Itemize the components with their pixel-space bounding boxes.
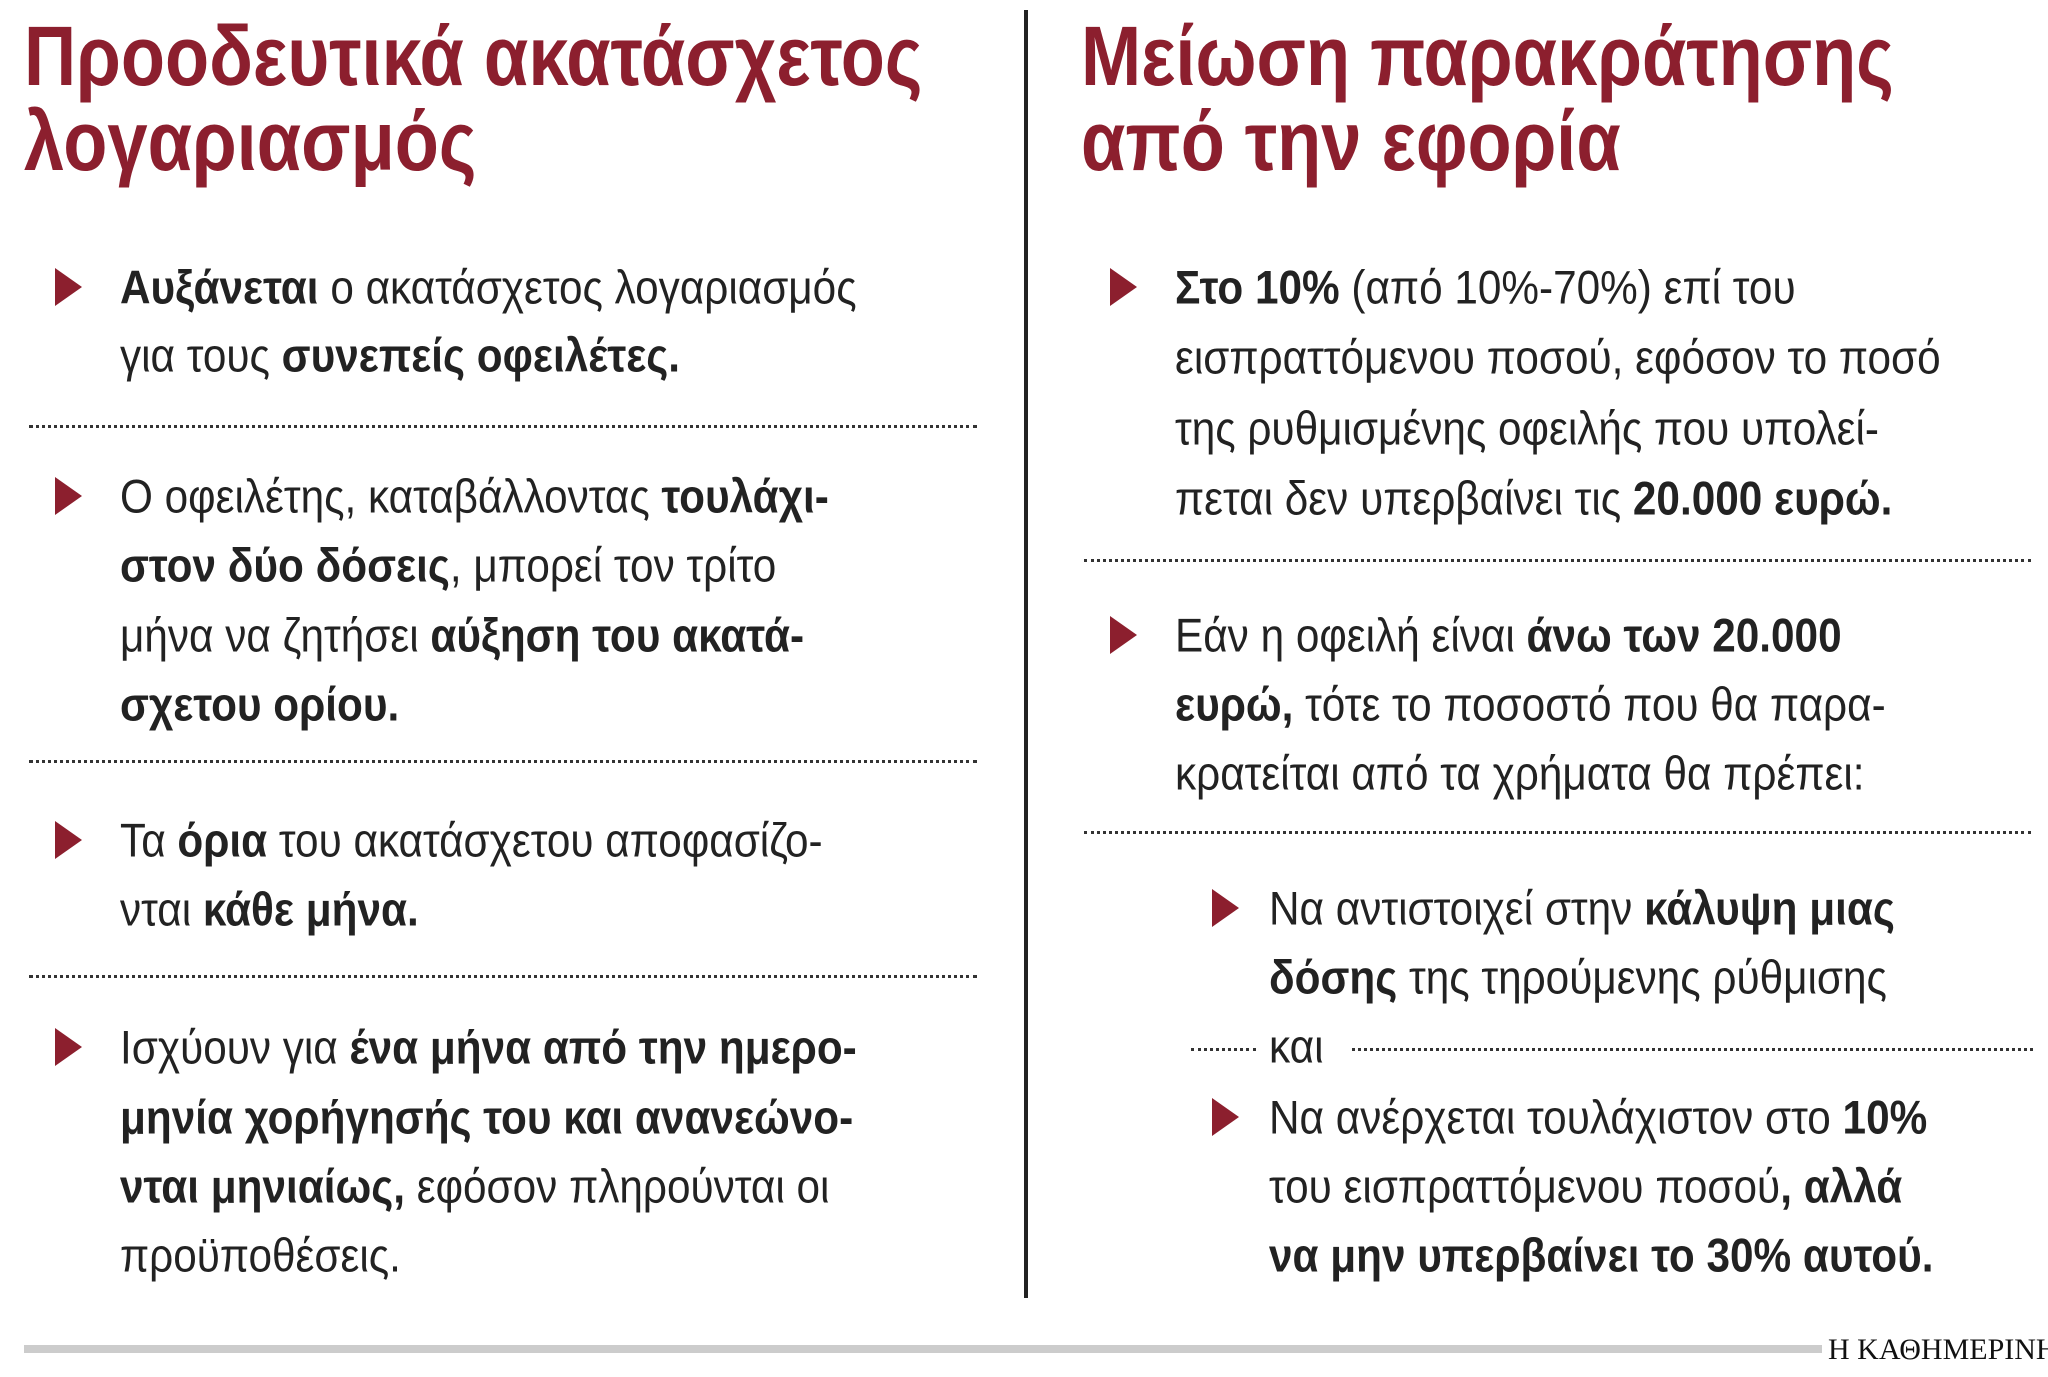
text: του ακατάσχετου αποφασίζο- <box>267 813 823 867</box>
text-line: δόσης της τηρούμενης ρύθμισης <box>1269 954 1887 1001</box>
separator <box>1084 559 2031 562</box>
bold-text: σχετου ορίου. <box>120 677 400 731</box>
text-line: κρατείται από τα χρήματα θα πρέπει: <box>1175 750 1865 797</box>
bold-text: ένα μήνα από την ημερο- <box>349 1020 857 1074</box>
bullet-arrow <box>55 477 82 515</box>
text: Ο οφειλέτης, καταβάλλοντας <box>120 469 662 523</box>
text: για τους <box>120 328 282 382</box>
text: Να αντιστοιχεί στην <box>1269 881 1645 935</box>
text-line: νται μηνιαίως, εφόσον πληρούνται οι <box>120 1163 829 1210</box>
text-line: πεται δεν υπερβαίνει τις 20.000 ευρώ. <box>1175 475 1892 522</box>
text: Να ανέρχεται τουλάχιστον στο <box>1269 1090 1843 1144</box>
bullet-arrow <box>1110 268 1137 306</box>
text-line: Εάν η οφειλή είναι άνω των 20.000 <box>1175 612 1842 659</box>
separator <box>1191 1048 1256 1051</box>
bold-text: μηνία χορήγησής του και ανανεώνο- <box>120 1090 854 1144</box>
text-line: Τα όρια του ακατάσχετου αποφασίζο- <box>120 817 823 864</box>
bold-text: κάλυψη μιας <box>1644 881 1895 935</box>
bold-text: άνω των 20.000 <box>1526 608 1842 662</box>
text: του εισπραττόμενου ποσού <box>1269 1159 1781 1213</box>
text: της ρυθμισμένης οφειλής που υπολεί- <box>1175 401 1879 455</box>
text: και <box>1269 1019 1324 1073</box>
bullet-arrow <box>55 821 82 859</box>
heading: λογαριασμός <box>24 94 477 188</box>
text-line: του εισπραττόμενου ποσού, αλλά <box>1269 1163 1902 1210</box>
bold-text: Αυξάνεται <box>120 260 319 314</box>
bold-text: Στο 10% <box>1175 260 1340 314</box>
text: Ισχύουν για <box>120 1020 350 1074</box>
text: (από 10%-70%) επί του <box>1339 260 1796 314</box>
bottom-rule <box>24 1345 1822 1353</box>
text: , μπορεί τον τρίτο <box>449 538 777 592</box>
text-line: Ο οφειλέτης, καταβάλλοντας τουλάχι- <box>120 473 829 520</box>
text-line: σχετου ορίου. <box>120 681 399 728</box>
text-line: για τους συνεπείς οφειλέτες. <box>120 332 680 379</box>
text-line: Να ανέρχεται τουλάχιστον στο 10% <box>1269 1094 1927 1141</box>
text-line: μήνα να ζητήσει αύξηση του ακατά- <box>120 612 804 659</box>
text-line: νται κάθε μήνα. <box>120 886 419 933</box>
bullet-arrow <box>1212 1098 1239 1136</box>
text-line: Να αντιστοιχεί στην κάλυψη μιας <box>1269 885 1895 932</box>
bold-text: , αλλά <box>1780 1159 1903 1213</box>
bold-text: δόσης <box>1269 950 1398 1004</box>
text-line: και <box>1269 1023 1323 1070</box>
text: νται <box>120 882 203 936</box>
bullet-arrow <box>55 1028 82 1066</box>
bullet-arrow <box>55 268 82 306</box>
text-line: της ρυθμισμένης οφειλής που υπολεί- <box>1175 405 1879 452</box>
text: της τηρούμενης ρύθμισης <box>1397 950 1887 1004</box>
bold-text: συνεπείς οφειλέτες. <box>281 328 681 382</box>
bold-text: να μην υπερβαίνει το 30% αυτού. <box>1269 1228 1934 1282</box>
separator <box>1084 831 2031 834</box>
text: προϋποθέσεις. <box>120 1228 401 1282</box>
text-line: προϋποθέσεις. <box>120 1232 401 1279</box>
text-line: μηνία χορήγησής του και ανανεώνο- <box>120 1094 853 1141</box>
bullet-arrow <box>1110 616 1137 654</box>
bold-text: νται μηνιαίως, <box>120 1159 405 1213</box>
bold-text: ευρώ, <box>1175 677 1294 731</box>
text: Εάν η οφειλή είναι <box>1175 608 1527 662</box>
heading: Προοδευτικά ακατάσχετος <box>24 9 923 103</box>
text-line: Ισχύουν για ένα μήνα από την ημερο- <box>120 1024 857 1071</box>
text-line: Στο 10% (από 10%-70%) επί του <box>1175 264 1796 311</box>
separator <box>29 425 977 428</box>
bold-text: 10% <box>1842 1090 1928 1144</box>
column-divider <box>1024 10 1028 1298</box>
text: κρατείται από τα χρήματα θα πρέπει: <box>1175 746 1865 800</box>
text: τότε το ποσοστό που θα παρα- <box>1293 677 1886 731</box>
separator <box>1352 1048 2033 1051</box>
bold-text: κάθε μήνα. <box>202 882 419 936</box>
text: εφόσον πληρούνται οι <box>404 1159 830 1213</box>
text-line: Αυξάνεται ο ακατάσχετος λογαριασμός <box>120 264 857 311</box>
text: ο ακατάσχετος λογαριασμός <box>318 260 857 314</box>
bold-text: 20.000 ευρώ. <box>1632 471 1893 525</box>
heading: από την εφορία <box>1081 94 1621 188</box>
text: Τα <box>120 813 178 867</box>
bullet-arrow <box>1212 889 1239 927</box>
text: μήνα να ζητήσει <box>120 608 431 662</box>
separator <box>29 760 977 763</box>
credit: Η ΚΑΘΗΜΕΡΙΝΗ <box>1828 1333 2048 1366</box>
bold-text: αύξηση του ακατά- <box>430 608 805 662</box>
text-line: στον δύο δόσεις, μπορεί τον τρίτο <box>120 542 776 589</box>
text: εισπραττόμενου ποσού, εφόσον το ποσό <box>1175 330 1941 384</box>
text-line: να μην υπερβαίνει το 30% αυτού. <box>1269 1232 1933 1279</box>
heading: Μείωση παρακράτησης <box>1081 9 1894 103</box>
text-line: εισπραττόμενου ποσού, εφόσον το ποσό <box>1175 334 1941 381</box>
bold-text: τουλάχι- <box>661 469 829 523</box>
text-line: ευρώ, τότε το ποσοστό που θα παρα- <box>1175 681 1886 728</box>
bold-text: στον δύο δόσεις <box>120 538 450 592</box>
bold-text: όρια <box>177 813 268 867</box>
text: πεται δεν υπερβαίνει τις <box>1175 471 1633 525</box>
separator <box>29 975 977 978</box>
